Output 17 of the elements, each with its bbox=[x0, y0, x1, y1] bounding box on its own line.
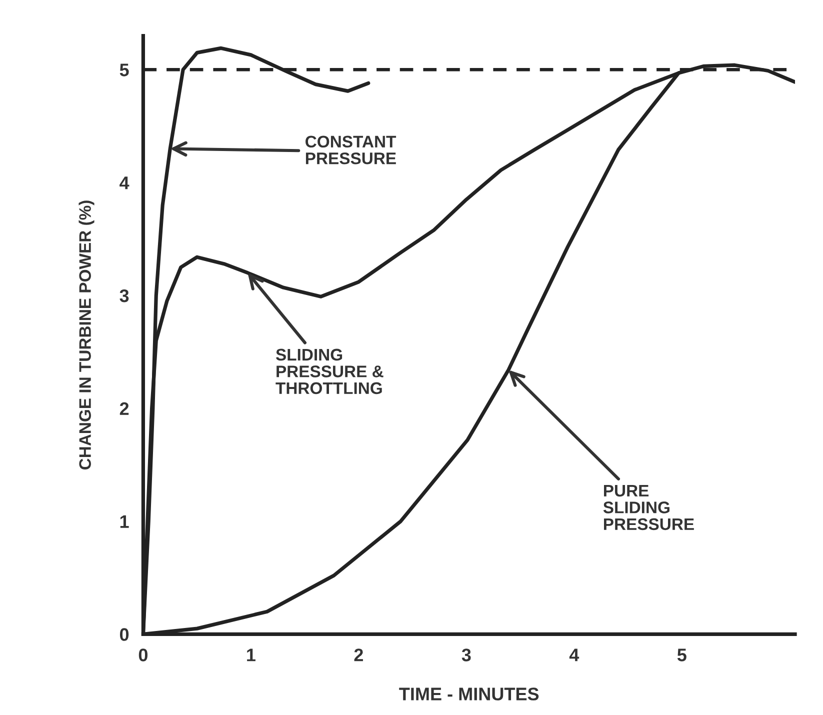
y-tick-label: 5 bbox=[120, 64, 129, 76]
y-tick-label: 1 bbox=[120, 515, 129, 528]
annotation: CONSTANT PRESSURE bbox=[306, 136, 396, 164]
annotation: PURE SLIDING PRESSURE bbox=[603, 484, 694, 530]
x-tick-label: 2 bbox=[354, 648, 363, 662]
x-tick-label: 4 bbox=[569, 648, 580, 662]
y-tick-label: 2 bbox=[120, 402, 129, 415]
x-tick-label: 3 bbox=[462, 648, 471, 662]
x-tick-label: 5 bbox=[677, 648, 686, 662]
annotation: SLIDING PRESSURE & THROTTLING bbox=[276, 348, 384, 394]
y-tick-label: 0 bbox=[120, 628, 129, 641]
x-tick-label: 1 bbox=[247, 648, 256, 662]
y-axis-title: CHANGE IN TURBINE POWER (%) bbox=[78, 200, 94, 470]
x-tick-label: 0 bbox=[138, 648, 148, 662]
y-tick-label: 3 bbox=[120, 289, 129, 302]
x-axis-title: TIME - MINUTES bbox=[399, 688, 539, 700]
y-tick-label: 4 bbox=[120, 176, 130, 190]
